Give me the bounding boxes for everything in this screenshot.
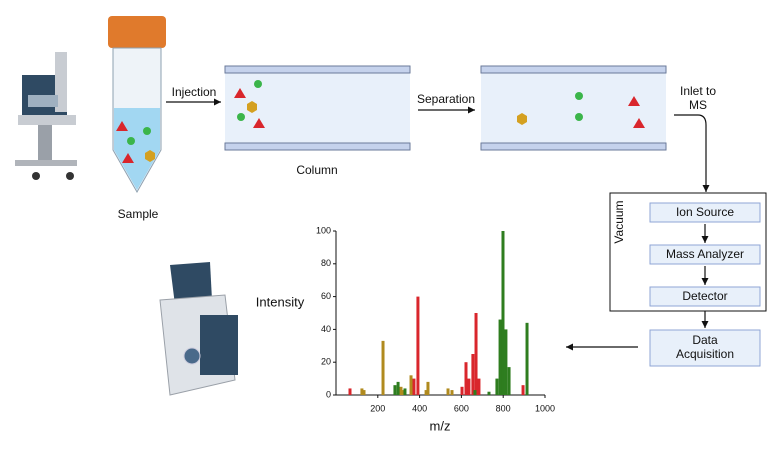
label: Separation [417, 92, 475, 106]
bar [426, 381, 430, 395]
bar [399, 386, 403, 395]
step-box [649, 244, 761, 265]
bar [424, 390, 428, 395]
x-tick-label: 800 [496, 403, 511, 413]
bar [507, 367, 511, 395]
axis-label: Intensity [256, 294, 305, 309]
x-tick-label: 400 [412, 403, 427, 413]
bar [464, 362, 468, 395]
bar [495, 378, 499, 395]
y-tick-label: 80 [321, 258, 331, 268]
y-tick-label: 20 [321, 357, 331, 367]
x-tick-label: 1000 [535, 403, 555, 413]
bar [504, 329, 508, 395]
label: Column [296, 163, 337, 177]
bar [360, 388, 364, 395]
bar [474, 313, 478, 395]
label: Mass Analyzer [666, 247, 744, 261]
y-tick-label: 60 [321, 291, 331, 301]
bar [501, 231, 505, 395]
sample-tube [108, 16, 166, 194]
bar [471, 354, 475, 395]
bar [498, 319, 502, 395]
label: Acquisition [676, 347, 734, 361]
label: Inlet to [680, 84, 716, 98]
x-tick-label: 600 [454, 403, 469, 413]
column [480, 65, 667, 151]
bar [409, 375, 413, 395]
axis-label: m/z [430, 418, 451, 433]
column [224, 65, 411, 151]
bar [521, 385, 525, 395]
bar [487, 391, 491, 395]
label: MS [689, 98, 707, 112]
bar [473, 390, 477, 395]
arrow [674, 114, 710, 192]
bar [467, 378, 471, 395]
bar [381, 340, 385, 395]
bar [403, 388, 407, 395]
bar [393, 385, 397, 395]
label: Data [692, 333, 718, 347]
label: Sample [118, 207, 159, 221]
y-tick-label: 40 [321, 324, 331, 334]
step-box [649, 286, 761, 307]
step-box [649, 202, 761, 223]
bar [450, 390, 454, 395]
bar [477, 378, 481, 395]
y-tick-label: 0 [326, 389, 331, 399]
label: Injection [172, 85, 217, 99]
bar [348, 388, 352, 395]
step-box [649, 329, 761, 367]
lc-instrument [15, 52, 77, 180]
bar [460, 386, 464, 395]
label: Detector [682, 289, 727, 303]
ms-instrument [159, 262, 238, 396]
bar [446, 388, 450, 395]
y-tick-label: 100 [316, 225, 331, 235]
x-tick-label: 200 [370, 403, 385, 413]
bar [416, 296, 420, 395]
label: Vacuum [612, 200, 626, 243]
bar [362, 390, 366, 395]
label: Ion Source [676, 205, 734, 219]
bar [525, 322, 529, 395]
vacuum-box [609, 192, 767, 312]
bar [412, 378, 416, 395]
bar [396, 381, 400, 395]
